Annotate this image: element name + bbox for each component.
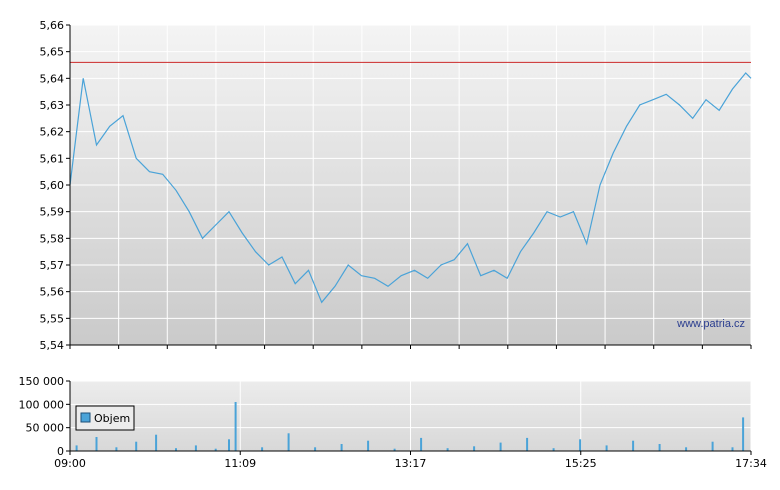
volume-bar xyxy=(228,439,230,451)
volume-bar xyxy=(155,434,158,451)
price-y-tick-label: 5,64 xyxy=(40,72,65,85)
volume-bar xyxy=(393,448,396,451)
volume-bar xyxy=(420,437,423,451)
volume-y-tick-label: 50 000 xyxy=(26,422,65,435)
price-y-tick-label: 5,56 xyxy=(40,286,65,299)
x-tick-label: 15:25 xyxy=(565,457,597,470)
price-y-tick-label: 5,59 xyxy=(40,206,65,219)
legend-swatch-icon xyxy=(80,412,91,423)
x-tick-label: 13:17 xyxy=(395,457,427,470)
volume-bar xyxy=(314,447,317,451)
volume-panel: 0 50 000 100 000 150 000 09:00 11:09 13:17 15:… xyxy=(19,375,767,470)
volume-bar xyxy=(95,437,98,451)
volume-bar xyxy=(115,447,118,451)
volume-bars xyxy=(75,402,745,451)
x-tick-label: 11:09 xyxy=(224,457,256,470)
price-y-tick-label: 5,61 xyxy=(40,152,65,165)
price-y-tick-label: 5,58 xyxy=(40,232,65,245)
price-y-axis: 5,54 5,55 5,56 5,57 5,58 5,59 5,60 5,61 5,62 5,63… xyxy=(40,19,70,352)
volume-y-tick-label: 150 000 xyxy=(19,375,65,388)
volume-bar xyxy=(194,445,197,451)
time-axis: 09:00 11:09 13:17 15:25 17:34 xyxy=(54,451,767,470)
volume-y-tick-label: 0 xyxy=(57,445,64,458)
volume-bar xyxy=(135,441,138,451)
volume-bar xyxy=(446,448,449,451)
volume-bar xyxy=(658,444,661,451)
price-series-line xyxy=(69,72,752,304)
volume-bar xyxy=(711,441,714,451)
volume-bar xyxy=(632,440,635,451)
volume-y-tick-label: 100 000 xyxy=(19,398,65,411)
x-tick-label: 17:34 xyxy=(735,457,767,470)
price-x-tick-marks xyxy=(69,345,752,349)
price-y-tick-label: 5,66 xyxy=(40,19,65,32)
legend-label: Objem xyxy=(94,412,130,425)
volume-bar xyxy=(287,433,290,451)
price-y-tick-label: 5,60 xyxy=(40,179,65,192)
price-y-tick-label: 5,55 xyxy=(40,312,65,325)
price-y-tick-label: 5,57 xyxy=(40,259,65,272)
volume-bar xyxy=(473,446,476,451)
volume-bar xyxy=(75,445,78,451)
volume-bar xyxy=(234,402,237,451)
price-y-tick-label: 5,54 xyxy=(40,339,65,352)
volume-bar xyxy=(175,448,177,451)
volume-bar xyxy=(367,440,370,451)
volume-bar xyxy=(742,417,745,451)
volume-y-axis: 0 50 000 100 000 150 000 xyxy=(19,375,70,458)
volume-bar xyxy=(731,447,734,451)
volume-bar xyxy=(261,447,264,451)
price-panel: 5,54 5,55 5,56 5,57 5,58 5,59 5,60 5,61 5,62 5,63… xyxy=(40,19,752,352)
volume-bar xyxy=(499,442,502,451)
volume-legend: Objem xyxy=(75,405,135,431)
volume-bar xyxy=(526,437,529,451)
volume-bar xyxy=(579,439,582,451)
x-tick-label: 09:00 xyxy=(54,457,86,470)
volume-bar xyxy=(214,448,217,451)
volume-bar xyxy=(552,448,555,451)
price-grid xyxy=(69,24,752,346)
price-y-tick-label: 5,65 xyxy=(40,46,65,59)
watermark: www.patria.cz xyxy=(676,318,745,330)
volume-bar xyxy=(605,445,608,451)
volume-grid xyxy=(69,380,752,451)
volume-bar xyxy=(340,444,343,451)
price-y-tick-label: 5,63 xyxy=(40,99,65,112)
volume-bar xyxy=(685,447,688,451)
price-y-tick-label: 5,62 xyxy=(40,126,65,139)
